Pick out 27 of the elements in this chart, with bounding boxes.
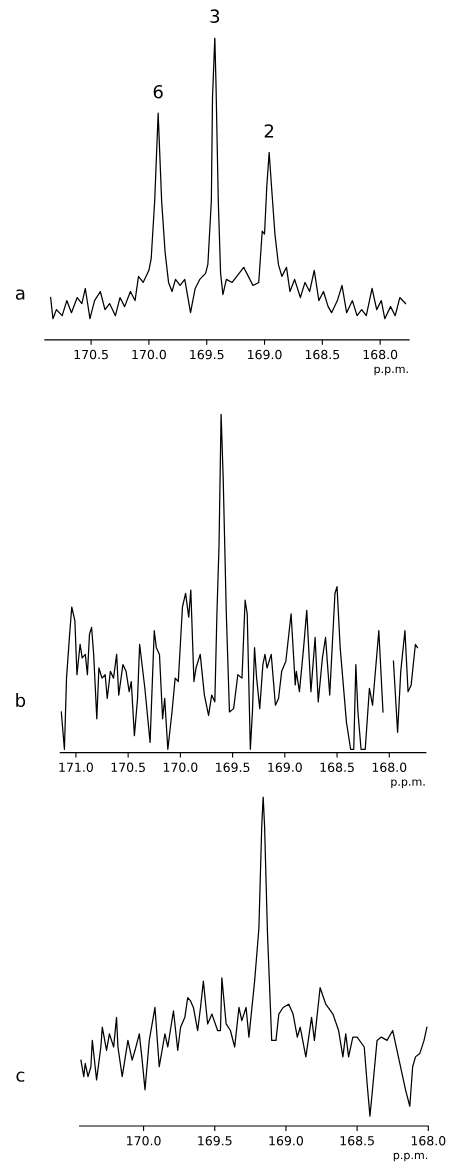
x-tick-label: 169.0	[269, 1135, 303, 1146]
x-tick-label: 168.0	[372, 762, 407, 773]
x-tick-label: 171.0	[59, 762, 93, 773]
x-tick-label: 168.0	[411, 1135, 446, 1146]
x-tick-label: 170.5	[111, 762, 145, 773]
text: a	[15, 289, 25, 300]
x-tick-label: 169.5	[216, 762, 250, 773]
x-tick-label: 169.0	[268, 762, 302, 773]
x-tick-label: 168.5	[305, 349, 340, 360]
text: c	[16, 1071, 25, 1082]
x-tick-label: 169.5	[190, 349, 224, 360]
text: b	[16, 693, 26, 708]
x-tick-label: 169.0	[248, 349, 282, 360]
x-axis-title: p.p.m.	[374, 366, 408, 376]
x-tick-label: 170.0	[127, 1135, 161, 1146]
x-tick-label: 168.5	[320, 762, 354, 773]
x-tick-label: 170.0	[132, 349, 166, 360]
x-axis-title: p.p.m.	[391, 779, 425, 788]
x-tick-label: 169.5	[198, 1135, 232, 1146]
x-axis-title: p.p.m.	[393, 1152, 428, 1162]
annotation: 6	[153, 84, 163, 99]
x-tick-label: 168.0	[363, 349, 398, 360]
annotation: 2	[264, 124, 274, 138]
annotation: 3	[210, 9, 220, 24]
x-tick-label: 170.5	[74, 349, 108, 360]
x-tick-label: 168.5	[340, 1135, 374, 1146]
x-tick-label: 170.0	[163, 762, 198, 773]
